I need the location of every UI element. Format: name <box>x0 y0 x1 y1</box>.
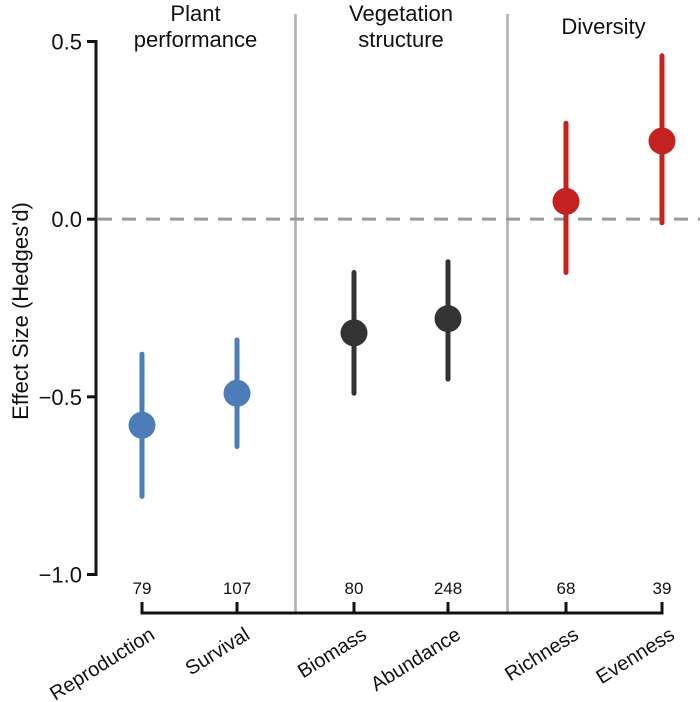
group-header-vegetation-structure-label: Vegetation structure <box>349 1 453 52</box>
category-label-reproduction: Reproduction <box>46 624 159 702</box>
category-label-biomass: Biomass <box>294 624 371 683</box>
y-tick-label-0.5: 0.5 <box>51 30 82 55</box>
category-label-richness: Richness <box>501 624 582 686</box>
y-tick-label-−1.0: −1.0 <box>39 563 82 588</box>
effect-point-survival <box>223 379 251 407</box>
sample-size-label-biomass: 80 <box>345 579 364 598</box>
group-header-diversity-label: Diversity <box>561 14 646 39</box>
effect-point-abundance <box>434 305 462 333</box>
sample-size-label-reproduction: 79 <box>133 579 152 598</box>
group-header-diversity: Diversity <box>507 0 700 54</box>
category-label-evenness: Evenness <box>592 624 678 689</box>
group-header-vegetation-structure: Vegetation structure <box>295 0 507 54</box>
sample-size-label-abundance: 248 <box>434 579 462 598</box>
y-axis-title: Effect Size (Hedges'd) <box>8 202 33 420</box>
sample-size-label-survival: 107 <box>223 579 251 598</box>
effect-point-biomass <box>340 319 368 347</box>
category-label-abundance: Abundance <box>367 624 464 696</box>
y-tick-label-−0.5: −0.5 <box>39 385 82 410</box>
category-label-survival: Survival <box>182 624 254 680</box>
effect-point-reproduction <box>128 411 156 439</box>
sample-size-label-richness: 68 <box>557 579 576 598</box>
effect-point-richness <box>552 187 580 215</box>
y-tick-label-0.0: 0.0 <box>51 207 82 232</box>
group-header-plant-performance-label: Plant performance <box>133 1 258 52</box>
sample-size-label-evenness: 39 <box>653 579 672 598</box>
group-header-plant-performance: Plant performance <box>96 0 295 54</box>
effect-point-evenness <box>648 127 676 155</box>
